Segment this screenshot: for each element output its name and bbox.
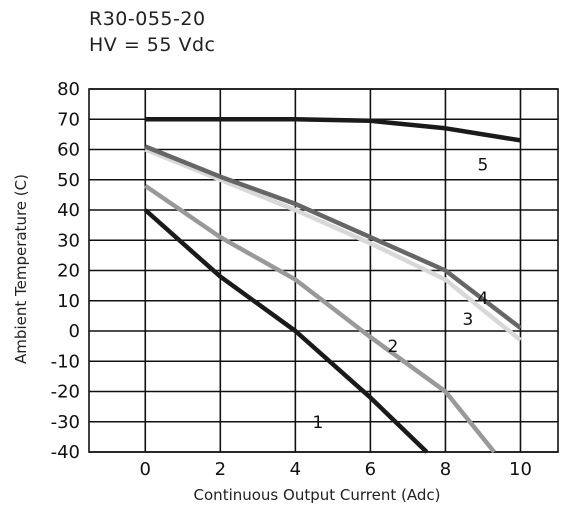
y-tick-label: -30 (51, 412, 80, 433)
tick-labels: 80 70 60 50 40 30 20 10 0 -10 -20 -30 -40 0 2 4 6 8 10 (51, 79, 532, 480)
series-line-1 (143, 208, 429, 454)
y-tick-label: 10 (57, 291, 80, 312)
y-tick-label: 20 (57, 261, 80, 282)
y-tick-label: 70 (57, 109, 80, 130)
y-tick-label: 0 (69, 321, 80, 342)
series-line-3 (144, 147, 522, 342)
plot-frame (88, 88, 559, 453)
y-axis-label: Ambient Temperature (C) (12, 174, 30, 364)
y-tick-label: 40 (57, 200, 80, 221)
series-label-5: 5 (478, 156, 489, 176)
series-lines (143, 117, 522, 454)
y-tick-label: 60 (57, 140, 80, 161)
x-tick-label: 4 (290, 459, 301, 480)
grid (88, 88, 559, 453)
x-tick-label: 2 (215, 459, 226, 480)
series-line-2 (144, 183, 496, 454)
y-tick-label: 30 (57, 230, 80, 251)
series-label-1: 1 (312, 413, 323, 433)
y-tick-label: 80 (57, 79, 80, 100)
chart-subtitle: HV = 55 Vdc (89, 34, 216, 56)
y-tick-label: -10 (51, 351, 80, 372)
chart-title: R30-055-20 (89, 8, 206, 30)
series-label-2: 2 (387, 337, 398, 357)
series-label-4: 4 (478, 289, 489, 309)
x-tick-label: 8 (440, 459, 451, 480)
x-axis-label: Continuous Output Current (Adc) (194, 486, 441, 504)
series-labels: 1 2 34 5 (312, 156, 488, 433)
series-line-4 (144, 144, 522, 330)
series-label-3: 3 (463, 310, 474, 330)
x-tick-label: 10 (509, 459, 532, 480)
series-line-5 (145, 117, 521, 143)
y-tick-label: -20 (51, 382, 80, 403)
x-tick-label: 0 (140, 459, 151, 480)
y-tick-label: 50 (57, 170, 80, 191)
y-tick-label: -40 (51, 442, 80, 463)
x-tick-label: 6 (365, 459, 376, 480)
